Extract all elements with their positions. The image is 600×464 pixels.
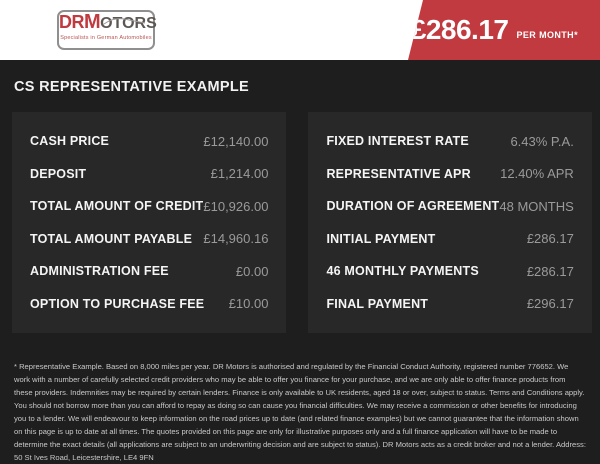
- finance-row: TOTAL AMOUNT OF CREDIT £10,926.00: [30, 190, 268, 223]
- monthly-price-suffix: PER MONTH*: [516, 30, 578, 40]
- finance-value: £286.17: [526, 231, 574, 247]
- finance-label: FIXED INTEREST RATE: [326, 134, 469, 149]
- finance-label: 46 MONTHLY PAYMENTS: [326, 264, 479, 279]
- finance-value: £0.00: [235, 263, 269, 279]
- finance-example-section: CS REPRESENTATIVE EXAMPLE CASH PRICE £12…: [0, 60, 600, 462]
- finance-row: OPTION TO PURCHASE FEE £10.00: [30, 288, 268, 321]
- finance-panel-right: FIXED INTEREST RATE 6.43% P.A. REPRESENT…: [308, 112, 592, 333]
- monthly-price-amount: £286.17: [410, 14, 509, 45]
- finance-row: ADMINISTRATION FEE £0.00: [30, 255, 268, 288]
- finance-label: OPTION TO PURCHASE FEE: [30, 296, 205, 311]
- finance-value: £10,926.00: [203, 198, 269, 214]
- finance-panel-left: CASH PRICE £12,140.00 DEPOSIT £1,214.00 …: [12, 112, 287, 333]
- finance-row: TOTAL AMOUNT PAYABLE £14,960.16: [30, 223, 268, 256]
- finance-value: £12,140.00: [203, 133, 269, 149]
- finance-label: INITIAL PAYMENT: [326, 231, 436, 246]
- finance-value: £1,214.00: [210, 166, 269, 182]
- car-silhouette-icon: [103, 9, 147, 30]
- finance-row: REPRESENTATIVE APR 12.40% APR: [326, 158, 573, 191]
- finance-value: £14,960.16: [203, 231, 269, 247]
- finance-row: CASH PRICE £12,140.00: [30, 125, 268, 158]
- finance-row: INITIAL PAYMENT £286.17: [326, 223, 573, 256]
- finance-row: FINAL PAYMENT £296.17: [326, 288, 573, 321]
- finance-value: £296.17: [526, 296, 574, 312]
- dr-motors-logo[interactable]: DRMOTORS Specialists in German Automobil…: [57, 9, 157, 50]
- finance-row: 46 MONTHLY PAYMENTS £286.17: [326, 255, 573, 288]
- monthly-price-banner: £286.17 PER MONTH*: [408, 0, 600, 60]
- finance-label: DEPOSIT: [30, 166, 87, 181]
- finance-value: £10.00: [228, 296, 269, 312]
- logo-tagline: Specialists in German Automobiles: [60, 35, 152, 41]
- logo-text-m: M: [84, 11, 101, 33]
- finance-label: TOTAL AMOUNT PAYABLE: [30, 231, 193, 246]
- finance-row: DURATION OF AGREEMENT 48 MONTHS: [326, 190, 573, 223]
- logo-wordmark: DRMOTORS: [59, 9, 157, 34]
- finance-label: FINAL PAYMENT: [326, 296, 429, 311]
- finance-row: FIXED INTEREST RATE 6.43% P.A.: [326, 125, 573, 158]
- finance-label: REPRESENTATIVE APR: [326, 166, 471, 181]
- finance-value: 48 MONTHS: [499, 198, 574, 214]
- finance-label: CASH PRICE: [30, 134, 110, 149]
- finance-label: DURATION OF AGREEMENT: [326, 199, 500, 214]
- logo-text-dr: DR: [59, 12, 85, 32]
- finance-label: ADMINISTRATION FEE: [30, 264, 169, 279]
- finance-value: 6.43% P.A.: [510, 133, 574, 149]
- finance-value: 12.40% APR: [500, 166, 574, 182]
- section-title: CS REPRESENTATIVE EXAMPLE: [14, 79, 249, 95]
- top-bar: DRMOTORS Specialists in German Automobil…: [0, 0, 600, 60]
- finance-value: £286.17: [526, 263, 574, 279]
- finance-label: TOTAL AMOUNT OF CREDIT: [30, 199, 204, 214]
- representative-example-disclaimer: * Representative Example. Based on 8,000…: [14, 362, 586, 462]
- finance-row: DEPOSIT £1,214.00: [30, 158, 268, 191]
- finance-panels: CASH PRICE £12,140.00 DEPOSIT £1,214.00 …: [12, 112, 592, 333]
